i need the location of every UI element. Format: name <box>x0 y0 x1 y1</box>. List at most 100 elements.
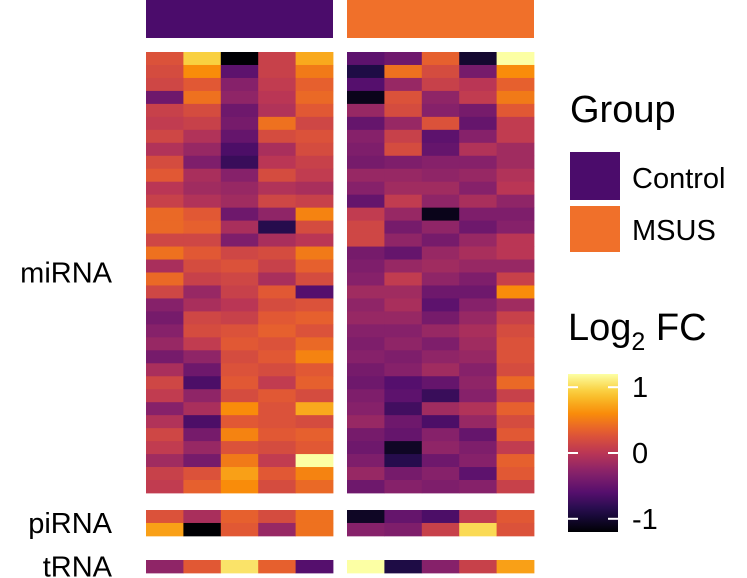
cell-miRNA-r28-c5 <box>347 415 385 429</box>
cell-miRNA-r8-c3 <box>258 155 296 170</box>
cell-miRNA-r25-c7 <box>421 376 460 390</box>
cell-miRNA-r29-c1 <box>183 428 222 442</box>
cell-miRNA-r27-c3 <box>258 402 296 416</box>
cell-miRNA-r21-c2 <box>220 324 259 338</box>
cell-miRNA-r16-c5 <box>347 259 385 273</box>
cell-miRNA-r5-c9 <box>496 116 535 131</box>
cell-miRNA-r25-c8 <box>459 376 497 390</box>
cell-miRNA-r2-c8 <box>459 77 497 92</box>
cell-miRNA-r22-c0 <box>146 337 184 351</box>
cell-miRNA-r5-c7 <box>421 116 460 131</box>
cell-miRNA-r31-c7 <box>421 454 460 468</box>
colorbar-ticks: 1 0 -1 <box>568 372 658 536</box>
cell-miRNA-r33-c2 <box>220 480 259 494</box>
cell-miRNA-r10-c9 <box>496 181 535 196</box>
cell-miRNA-r27-c1 <box>183 402 222 416</box>
cell-miRNA-r12-c6 <box>384 207 423 222</box>
cell-miRNA-r17-c2 <box>220 272 259 286</box>
cell-miRNA-r21-c5 <box>347 324 385 338</box>
cell-miRNA-r0-c6 <box>384 52 423 66</box>
cell-piRNA-r1-c7 <box>421 522 460 537</box>
cell-miRNA-r22-c9 <box>496 337 535 351</box>
cell-miRNA-r32-c1 <box>183 467 222 481</box>
cell-piRNA-r1-c4 <box>295 522 334 537</box>
cell-miRNA-r9-c1 <box>183 168 222 183</box>
cell-miRNA-r30-c9 <box>496 441 535 455</box>
cell-miRNA-r17-c0 <box>146 272 184 286</box>
cell-miRNA-r11-c3 <box>258 194 296 209</box>
row-group-label-mirna: miRNA <box>20 258 112 290</box>
cell-miRNA-r0-c9 <box>496 52 535 66</box>
cell-miRNA-r33-c3 <box>258 480 296 494</box>
cell-miRNA-r12-c3 <box>258 207 296 222</box>
cell-miRNA-r23-c0 <box>146 350 184 364</box>
cell-miRNA-r0-c7 <box>421 52 460 66</box>
cell-miRNA-r2-c2 <box>220 77 259 92</box>
cell-miRNA-r21-c9 <box>496 324 535 338</box>
cell-miRNA-r28-c3 <box>258 415 296 429</box>
cell-piRNA-r0-c0 <box>146 510 184 524</box>
cell-miRNA-r21-c1 <box>183 324 222 338</box>
cell-miRNA-r11-c0 <box>146 194 184 209</box>
cell-miRNA-r28-c4 <box>295 415 334 429</box>
cell-miRNA-r26-c8 <box>459 389 497 403</box>
cell-miRNA-r26-c4 <box>295 389 334 403</box>
cell-miRNA-r21-c4 <box>295 324 334 338</box>
cell-miRNA-r11-c2 <box>220 194 259 209</box>
cell-miRNA-r27-c0 <box>146 402 184 416</box>
colorbar-title: Log2 FC <box>568 307 707 356</box>
cell-miRNA-r18-c7 <box>421 285 460 299</box>
cell-miRNA-r15-c5 <box>347 246 385 260</box>
cell-miRNA-r26-c3 <box>258 389 296 403</box>
cell-miRNA-r8-c1 <box>183 155 222 170</box>
cell-miRNA-r12-c2 <box>220 207 259 222</box>
cell-miRNA-r14-c5 <box>347 233 385 247</box>
cell-miRNA-r15-c0 <box>146 246 184 260</box>
cell-miRNA-r14-c7 <box>421 233 460 247</box>
cell-miRNA-r23-c3 <box>258 350 296 364</box>
cell-miRNA-r6-c0 <box>146 129 184 144</box>
cell-miRNA-r14-c0 <box>146 233 184 247</box>
cell-tRNA-r0-c4 <box>295 560 334 574</box>
cell-miRNA-r15-c9 <box>496 246 535 260</box>
cell-miRNA-r9-c0 <box>146 168 184 183</box>
cell-miRNA-r5-c3 <box>258 116 296 131</box>
cell-miRNA-r11-c7 <box>421 194 460 209</box>
cell-miRNA-r16-c3 <box>258 259 296 273</box>
cell-tRNA-r0-c7 <box>421 560 460 574</box>
cell-miRNA-r0-c5 <box>347 52 385 66</box>
cell-miRNA-r24-c7 <box>421 363 460 377</box>
cell-miRNA-r22-c7 <box>421 337 460 351</box>
cell-miRNA-r25-c3 <box>258 376 296 390</box>
cell-miRNA-r24-c4 <box>295 363 334 377</box>
cell-miRNA-r22-c6 <box>384 337 423 351</box>
cell-piRNA-r0-c9 <box>496 510 535 524</box>
cell-miRNA-r22-c1 <box>183 337 222 351</box>
cell-miRNA-r30-c6 <box>384 441 423 455</box>
cell-piRNA-r0-c1 <box>183 510 222 524</box>
cell-miRNA-r18-c4 <box>295 285 334 299</box>
cell-miRNA-r16-c1 <box>183 259 222 273</box>
cell-miRNA-r10-c1 <box>183 181 222 196</box>
cell-miRNA-r16-c7 <box>421 259 460 273</box>
cell-miRNA-r6-c1 <box>183 129 222 144</box>
cell-miRNA-r2-c6 <box>384 77 423 92</box>
cell-miRNA-r10-c6 <box>384 181 423 196</box>
cell-miRNA-r17-c8 <box>459 272 497 286</box>
cell-tRNA-r0-c2 <box>220 560 259 574</box>
cell-miRNA-r10-c4 <box>295 181 334 196</box>
cell-piRNA-r1-c1 <box>183 522 222 537</box>
cell-miRNA-r11-c6 <box>384 194 423 209</box>
cell-miRNA-r27-c5 <box>347 402 385 416</box>
cell-miRNA-r29-c2 <box>220 428 259 442</box>
cell-miRNA-r11-c1 <box>183 194 222 209</box>
cell-miRNA-r26-c1 <box>183 389 222 403</box>
cell-miRNA-r28-c0 <box>146 415 184 429</box>
cell-miRNA-r29-c3 <box>258 428 296 442</box>
cell-piRNA-r1-c3 <box>258 522 296 537</box>
cell-miRNA-r15-c2 <box>220 246 259 260</box>
cell-miRNA-r8-c6 <box>384 155 423 170</box>
cell-miRNA-r30-c0 <box>146 441 184 455</box>
cell-miRNA-r32-c0 <box>146 467 184 481</box>
